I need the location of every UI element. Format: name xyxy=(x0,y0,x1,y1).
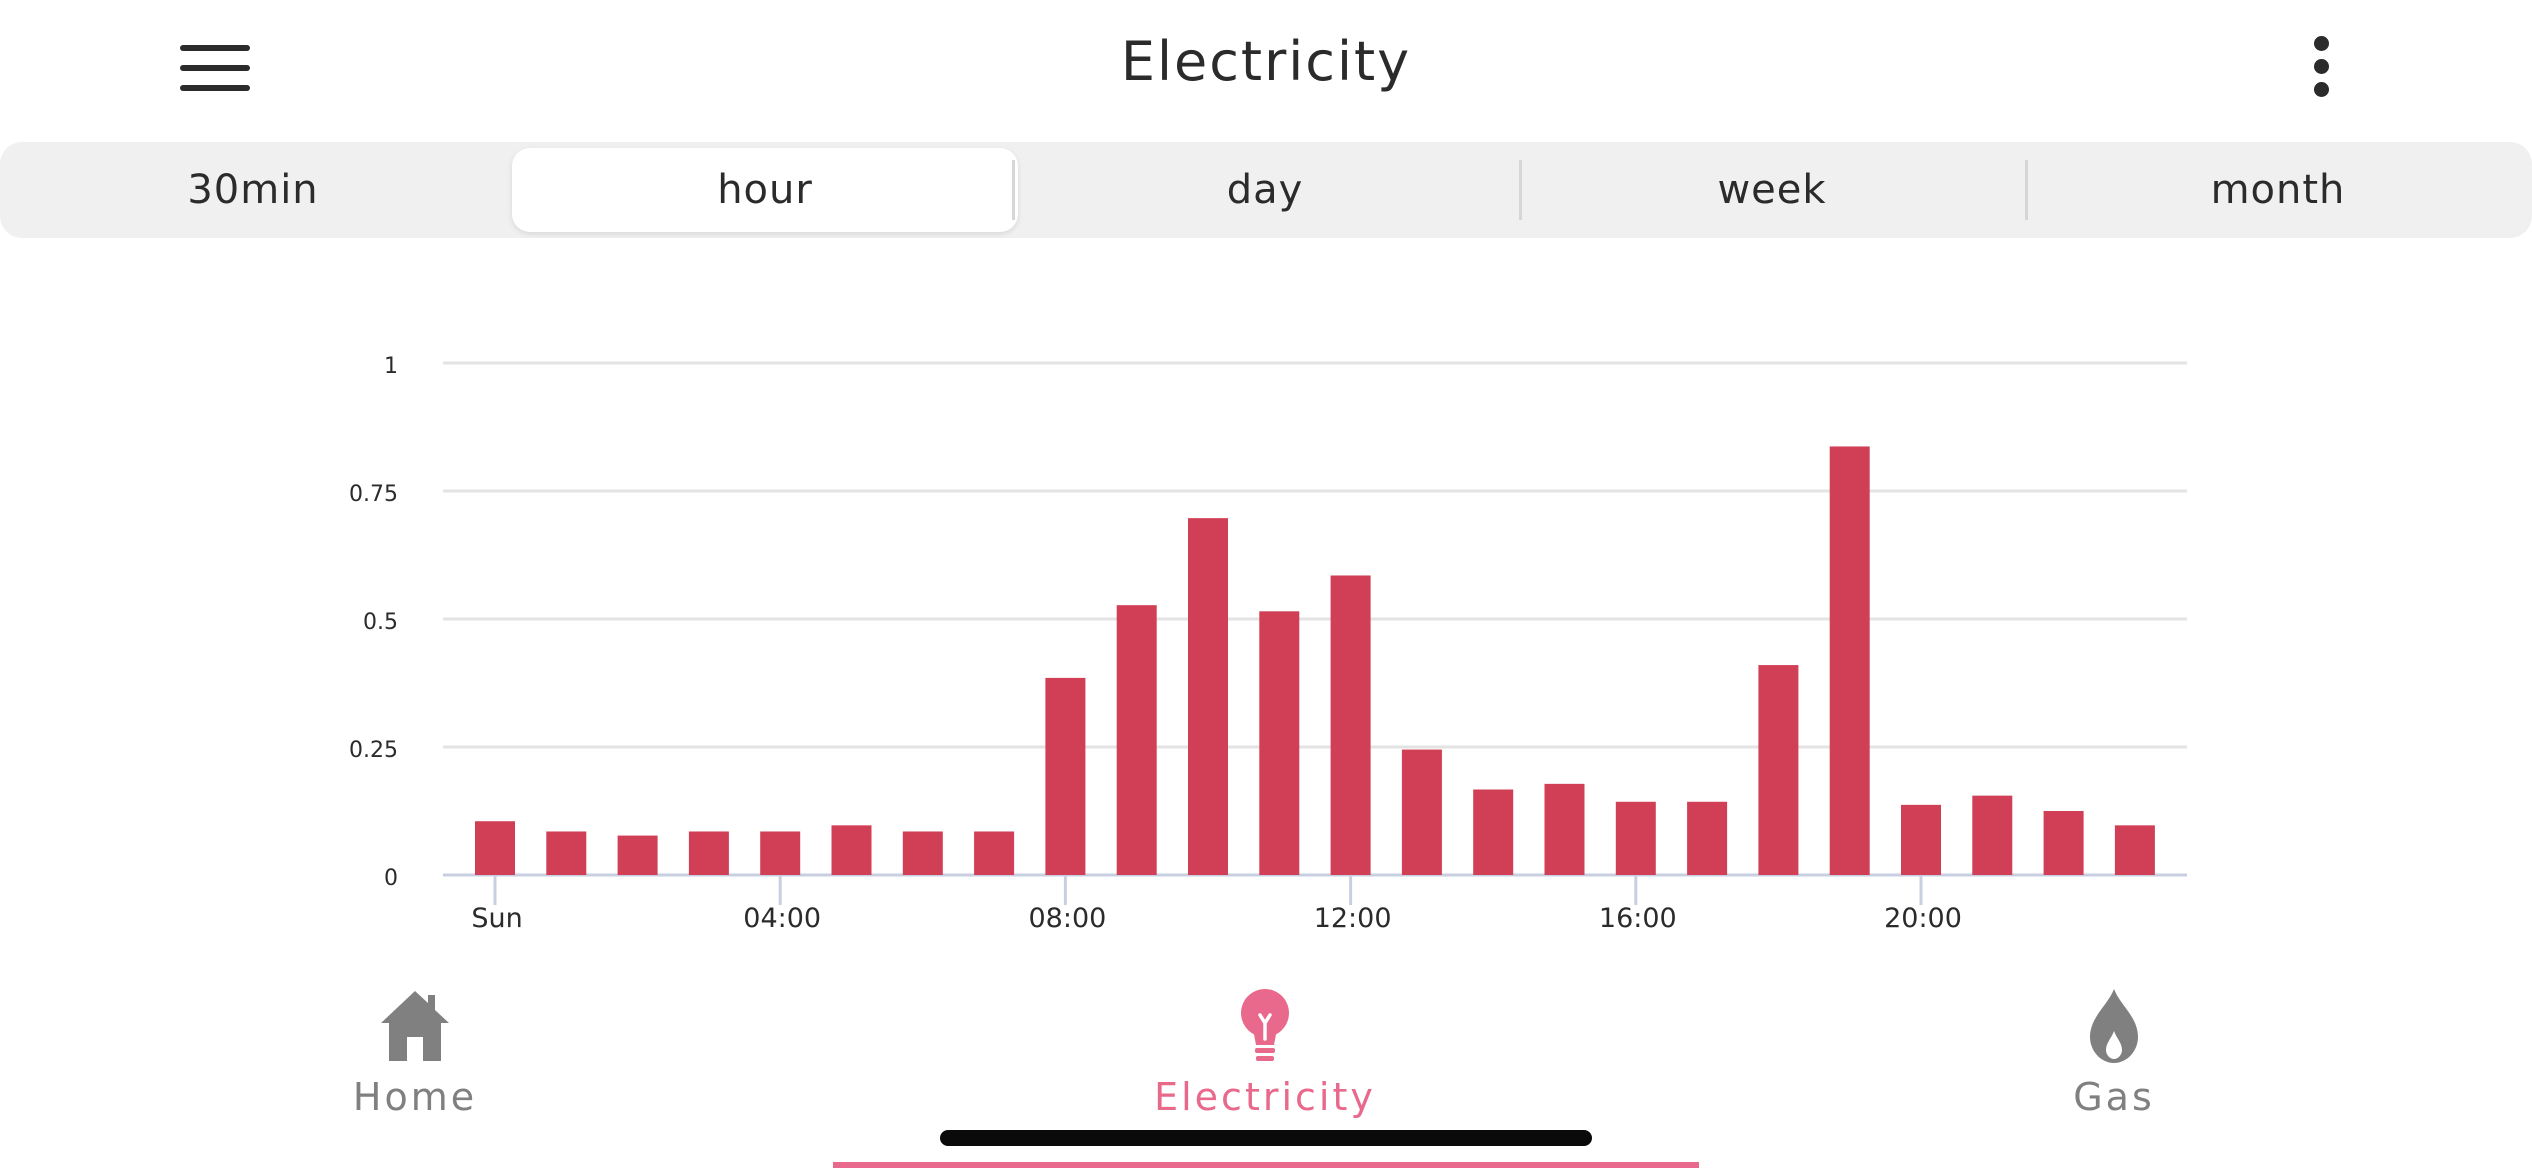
y-tick-label: 0.5 xyxy=(363,610,398,635)
bar[interactable] xyxy=(760,831,801,875)
bar[interactable] xyxy=(1829,446,1870,875)
tab-day[interactable]: day xyxy=(1226,167,1304,213)
bar[interactable] xyxy=(974,831,1015,875)
tab-month[interactable]: month xyxy=(2210,167,2346,213)
x-tick-label: Sun xyxy=(471,903,522,934)
x-tick-label: 08:00 xyxy=(1028,903,1106,934)
nav-electricity-label: Electricity xyxy=(1154,1075,1376,1119)
bar[interactable] xyxy=(1401,749,1442,875)
app-header: Electricity xyxy=(0,0,2532,140)
bar[interactable] xyxy=(1259,611,1300,875)
bar[interactable] xyxy=(2114,825,2155,875)
bar[interactable] xyxy=(902,831,943,875)
bar[interactable] xyxy=(1045,677,1086,875)
tab-divider xyxy=(1519,160,1522,220)
bar[interactable] xyxy=(1544,783,1585,875)
bar[interactable] xyxy=(831,825,872,875)
tab-hour[interactable]: hour xyxy=(512,148,1018,232)
x-tick-label: 20:00 xyxy=(1884,903,1962,934)
bar[interactable] xyxy=(546,831,587,875)
period-segmented-control: 30min hour day week month xyxy=(0,142,2532,238)
more-vertical-icon[interactable] xyxy=(2300,34,2344,100)
bar[interactable] xyxy=(2043,811,2084,875)
y-tick-label: 0 xyxy=(384,866,398,891)
tab-divider xyxy=(1012,160,1015,220)
tab-divider xyxy=(2025,160,2028,220)
tab-week[interactable]: week xyxy=(1717,167,1827,213)
nav-home-label: Home xyxy=(352,1075,478,1119)
tab-30min[interactable]: 30min xyxy=(187,167,319,213)
bar[interactable] xyxy=(1116,605,1157,875)
bar[interactable] xyxy=(1901,804,1941,875)
nav-home[interactable]: Home xyxy=(265,985,565,1125)
active-tab-indicator xyxy=(833,1162,1699,1168)
electricity-usage-bar-chart: 0 0.25 0.5 0.75 1 Sun 04:00 08:00 12:00 16:00 20:0… xyxy=(349,354,2187,934)
x-tick-label: 04:00 xyxy=(743,903,821,934)
x-tick-label: 16:00 xyxy=(1599,903,1677,934)
nav-electricity[interactable]: Electricity xyxy=(1115,985,1415,1125)
flame-icon xyxy=(2090,989,2138,1063)
page-title: Electricity xyxy=(1120,30,1412,93)
bar[interactable] xyxy=(1615,801,1656,875)
y-tick-label: 1 xyxy=(384,354,398,379)
nav-gas-label: Gas xyxy=(2073,1075,2155,1119)
home-indicator-bar[interactable] xyxy=(940,1130,1592,1146)
home-icon xyxy=(381,991,449,1061)
bar[interactable] xyxy=(1972,795,2013,875)
y-tick-label: 0.25 xyxy=(349,738,398,763)
bar[interactable] xyxy=(688,831,729,875)
y-tick-label: 0.75 xyxy=(349,482,398,507)
x-tick-label: 12:00 xyxy=(1314,903,1392,934)
bar[interactable] xyxy=(1330,575,1371,875)
nav-gas[interactable]: Gas xyxy=(1964,985,2264,1125)
bar[interactable] xyxy=(617,835,658,875)
bar[interactable] xyxy=(1473,789,1514,875)
bar[interactable] xyxy=(475,821,515,875)
bar[interactable] xyxy=(1188,518,1228,875)
lightbulb-icon xyxy=(1241,989,1289,1061)
hamburger-menu-icon[interactable] xyxy=(176,40,254,96)
bar[interactable] xyxy=(1687,801,1728,875)
bar[interactable] xyxy=(1758,665,1799,875)
